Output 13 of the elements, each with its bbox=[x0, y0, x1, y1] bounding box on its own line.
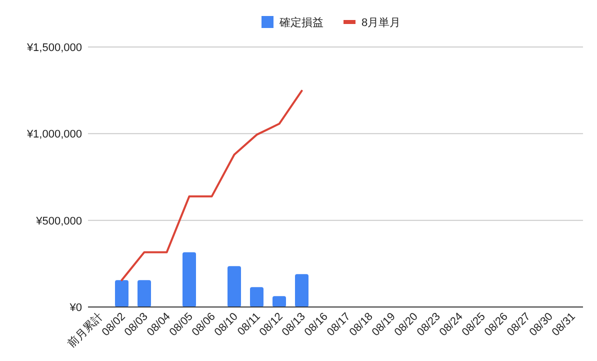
legend-label: 確定損益 bbox=[278, 16, 324, 29]
bar bbox=[250, 287, 264, 307]
y-tick-label: ¥500,000 bbox=[35, 215, 82, 228]
y-tick-label: ¥1,500,000 bbox=[26, 42, 82, 54]
bar bbox=[228, 266, 241, 307]
y-tick-label: ¥1,000,000 bbox=[26, 128, 82, 141]
bar bbox=[295, 274, 308, 307]
bar bbox=[272, 296, 286, 307]
bar bbox=[182, 252, 196, 307]
bar bbox=[115, 280, 128, 307]
legend-label: 8月単月 bbox=[362, 17, 401, 29]
bar bbox=[138, 280, 151, 307]
y-tick-label: ¥0 bbox=[68, 302, 82, 314]
